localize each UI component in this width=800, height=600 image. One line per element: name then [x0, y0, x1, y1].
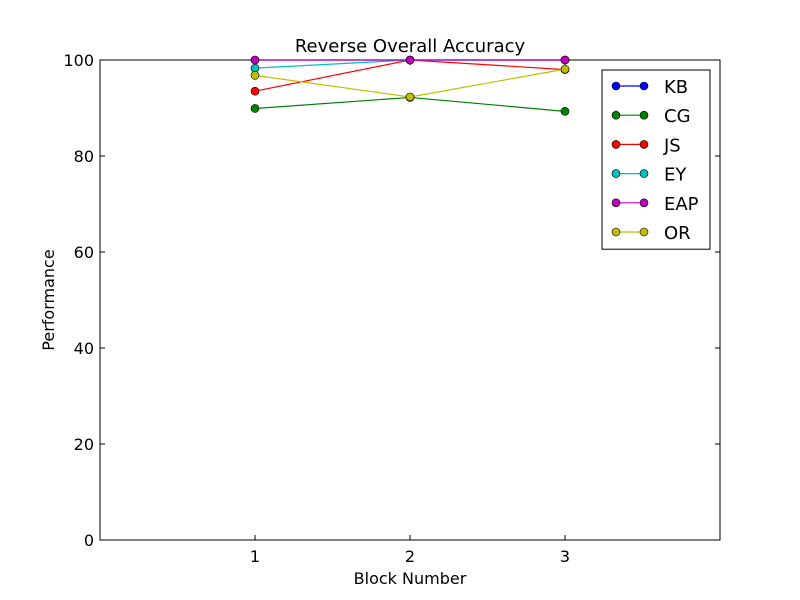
data-point [560, 107, 570, 116]
data-point [560, 55, 570, 65]
y-tick-label: 100 [63, 51, 94, 70]
legend-box [601, 69, 711, 250]
axis-tick-labels: 0 20 40 60 80 100 1 2 3 [63, 51, 570, 566]
legend-marker [639, 140, 649, 149]
legend-marker [639, 110, 649, 120]
data-point [405, 92, 415, 102]
chart-title: Reverse Overall Accuracy [295, 36, 526, 57]
series-eap [250, 55, 570, 65]
y-tick-label: 0 [84, 531, 94, 550]
data-point [250, 63, 260, 73]
legend-marker [611, 227, 621, 237]
data-point [250, 71, 260, 80]
legend-marker [611, 110, 621, 120]
legend-marker [611, 198, 621, 208]
data-point [405, 55, 415, 65]
legend-item: KB [611, 77, 688, 98]
x-tick-label: 2 [405, 547, 415, 566]
legend-marker [639, 169, 649, 178]
legend-label: CG [664, 106, 691, 127]
y-tick-label: 40 [74, 339, 94, 358]
data-point [560, 64, 570, 74]
y-tick-label: 80 [74, 147, 94, 166]
legend-label: JS [663, 135, 681, 156]
legend-label: EY [664, 165, 687, 186]
legend-marker [639, 198, 649, 208]
y-tick-label: 20 [74, 435, 94, 454]
legend-item: OR [611, 223, 691, 244]
legend-marker [639, 227, 649, 237]
legend-label: EAP [664, 194, 699, 215]
data-point [250, 104, 260, 113]
data-point [250, 55, 260, 65]
x-axis-label: Block Number [354, 569, 467, 588]
data-point [250, 86, 260, 96]
legend: KB CG JS EY EAP OR [601, 69, 711, 250]
legend-item: CG [611, 106, 691, 127]
series-group [250, 55, 570, 116]
series-or [250, 64, 570, 102]
y-axis-label: Performance [39, 249, 58, 350]
x-tick-label: 1 [250, 547, 260, 566]
legend-label: KB [664, 77, 688, 98]
legend-item: JS [611, 135, 681, 156]
legend-marker [611, 81, 621, 91]
legend-label: OR [664, 223, 691, 244]
legend-marker [639, 81, 649, 91]
legend-marker [611, 140, 621, 149]
legend-marker [611, 169, 621, 178]
legend-item: EY [611, 165, 687, 186]
y-tick-label: 60 [74, 243, 94, 262]
x-tick-label: 3 [560, 547, 570, 566]
legend-item: EAP [611, 194, 699, 215]
